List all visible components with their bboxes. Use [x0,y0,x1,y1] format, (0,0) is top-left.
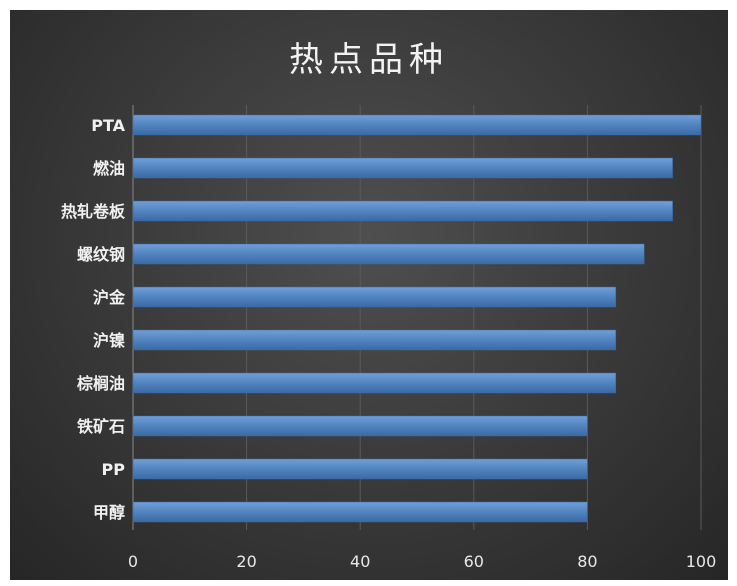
category-label: 铁矿石 [77,417,125,436]
bar [132,501,588,523]
bar [132,329,617,351]
bar [132,157,673,179]
category-label: 燃油 [93,159,125,178]
category-label: 沪金 [93,288,126,307]
category-label: 螺纹钢 [77,245,125,264]
category-label: 棕榈油 [77,374,125,393]
x-tick-label: 0 [128,552,138,571]
category-label: PP [102,460,126,479]
bar [132,372,617,394]
x-tick-label: 40 [350,552,370,571]
category-label: 沪镍 [93,331,125,350]
bar [132,286,617,308]
bar [132,415,588,437]
category-label: PTA [91,116,125,135]
x-tick-label: 20 [236,552,256,571]
x-axis-tick-labels: 0 20 40 60 80 100 [128,552,716,571]
chart-area: 热点品种 PTA 燃油热轧卷板螺纹钢沪金沪镍棕榈油铁矿石 PP 甲醇 0 20 40 60 8… [10,10,728,580]
x-tick-label: 80 [577,552,597,571]
chart-title: 热点品种 [289,40,449,80]
bars [132,114,702,523]
x-tick-label: 60 [464,552,484,571]
bar [132,458,588,480]
category-label: 热轧卷板 [61,202,126,221]
bar [132,200,673,222]
category-label: 甲醇 [93,503,125,522]
bar [132,114,702,136]
bar [132,243,645,265]
x-tick-label: 100 [686,552,717,571]
